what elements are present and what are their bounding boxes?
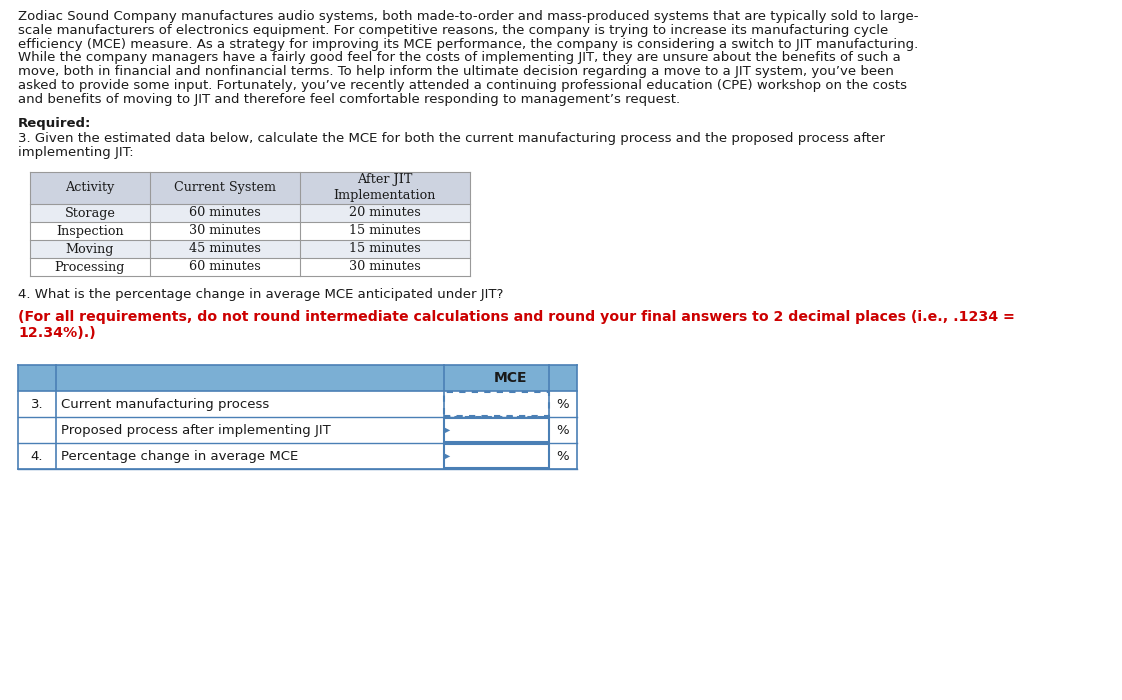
Text: Current manufacturing process: Current manufacturing process [61,398,269,411]
Text: 20 minutes: 20 minutes [349,206,421,220]
Text: 15 minutes: 15 minutes [349,242,421,256]
Bar [18,417,577,443]
Text: 3. Given the estimated data below, calculate the MCE for both the current manufa: 3. Given the estimated data below, calcu… [18,132,885,146]
Text: %: % [557,424,569,437]
Text: (For all requirements, do not round intermediate calculations and round your fin: (For all requirements, do not round inte… [18,310,1015,324]
Bar [444,444,549,468]
Bar [444,419,549,442]
Text: %: % [557,450,569,463]
Text: 4.: 4. [30,450,44,463]
Text: asked to provide some input. Fortunately, you’ve recently attended a continuing : asked to provide some input. Fortunately… [18,79,907,92]
Text: Activity: Activity [65,181,114,195]
Bar [18,365,577,391]
Text: scale manufacturers of electronics equipment. For competitive reasons, the compa: scale manufacturers of electronics equip… [18,24,889,37]
Text: While the company managers have a fairly good feel for the costs of implementing: While the company managers have a fairly… [18,51,901,64]
Bar [30,204,470,222]
Text: 12.34%).): 12.34%).) [18,326,95,340]
Text: move, both in financial and nonfinancial terms. To help inform the ultimate deci: move, both in financial and nonfinancial… [18,65,894,78]
Text: After JIT
Implementation: After JIT Implementation [334,174,436,202]
Text: Current System: Current System [174,181,276,195]
Text: implementing JIT:: implementing JIT: [18,146,134,159]
Bar [444,393,549,416]
Text: Zodiac Sound Company manufactures audio systems, both made-to-order and mass-pro: Zodiac Sound Company manufactures audio … [18,10,919,23]
Text: Required:: Required: [18,117,91,130]
Bar [30,172,470,204]
Bar [30,222,470,240]
Text: MCE: MCE [494,372,527,386]
Bar [30,258,470,276]
Text: 30 minutes: 30 minutes [349,260,421,274]
Text: 60 minutes: 60 minutes [190,206,261,220]
Text: 30 minutes: 30 minutes [190,225,261,237]
Text: Proposed process after implementing JIT: Proposed process after implementing JIT [61,424,331,437]
Text: and benefits of moving to JIT and therefore feel comfortable responding to manag: and benefits of moving to JIT and theref… [18,93,680,106]
Text: 15 minutes: 15 minutes [349,225,421,237]
Text: 60 minutes: 60 minutes [190,260,261,274]
Bar [18,443,577,470]
Text: 3.: 3. [30,398,44,411]
Bar [18,391,577,417]
Text: Processing: Processing [55,260,126,274]
Text: %: % [557,398,569,411]
Text: 4. What is the percentage change in average MCE anticipated under JIT?: 4. What is the percentage change in aver… [18,288,504,301]
Text: Inspection: Inspection [56,225,123,237]
Text: Percentage change in average MCE: Percentage change in average MCE [61,450,298,463]
Text: Moving: Moving [66,242,114,256]
Text: 45 minutes: 45 minutes [190,242,261,256]
Text: Storage: Storage [65,206,116,220]
Bar [30,240,470,258]
Text: efficiency (MCE) measure. As a strategy for improving its MCE performance, the c: efficiency (MCE) measure. As a strategy … [18,38,918,50]
